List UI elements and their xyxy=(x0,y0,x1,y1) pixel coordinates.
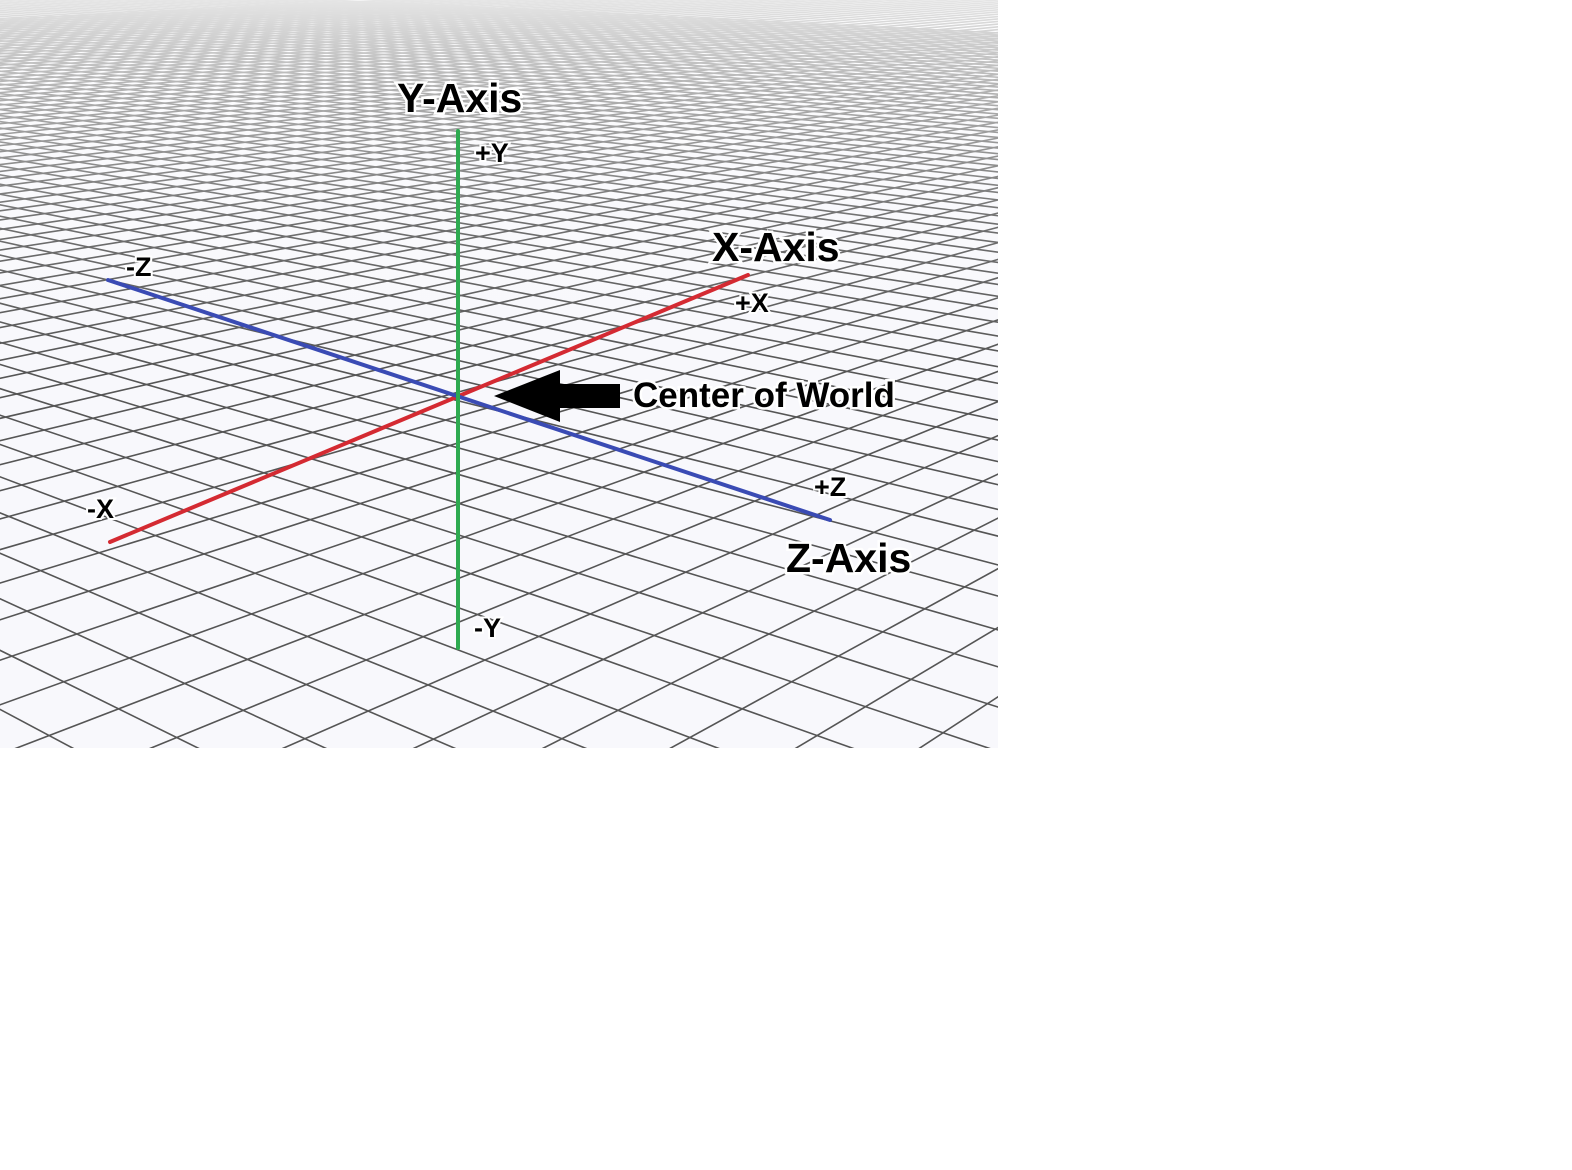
x-positive-label: +X xyxy=(735,288,769,318)
center-callout: Center of World xyxy=(494,370,897,422)
x-negative-label: -X xyxy=(87,494,114,524)
y-axis-title: Y-Axis xyxy=(397,75,522,121)
grid-line xyxy=(975,0,1572,1170)
z-positive-label: +Z xyxy=(814,472,846,502)
horizon-haze xyxy=(0,0,998,748)
z-axis-line xyxy=(106,278,832,522)
arrow-left-icon xyxy=(494,370,620,422)
y-positive-label: +Y xyxy=(475,138,509,168)
center-of-world-label: Center of World xyxy=(633,376,895,415)
z-axis-title: Z-Axis xyxy=(786,535,911,581)
x-axis-line xyxy=(108,273,750,544)
grid-line xyxy=(1373,0,1572,1170)
grid-line xyxy=(1567,0,1572,1170)
z-negative-label: -Z xyxy=(126,252,151,282)
x-axis-title: X-Axis xyxy=(712,224,840,270)
grid-line xyxy=(1175,0,1572,1170)
y-negative-label: -Y xyxy=(474,613,501,643)
